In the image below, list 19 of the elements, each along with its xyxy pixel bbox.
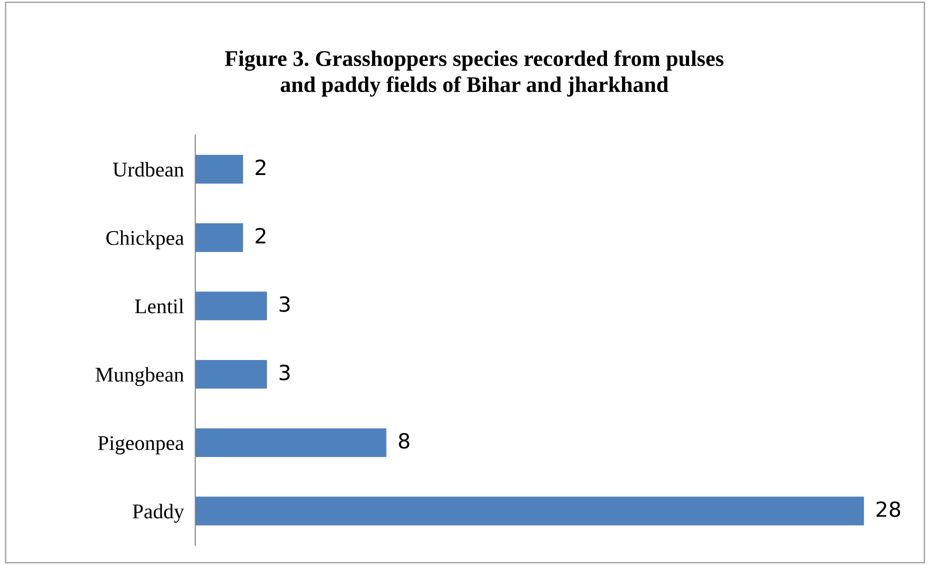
data-label: 8 — [398, 432, 410, 449]
bar — [195, 154, 244, 184]
bar — [195, 496, 864, 526]
data-label: 28 — [876, 501, 900, 518]
data-label: 2 — [256, 228, 266, 244]
y-tick-label: Mungbean — [96, 367, 184, 386]
y-tick-label: Pigeonpea — [98, 436, 184, 454]
chart-title: Figure 3. Grasshoppers species recorded from pulses and paddy fields of Bihar and jharkhand — [224, 50, 724, 97]
data-label: 3 — [280, 364, 290, 380]
y-tick-label: Paddy — [132, 504, 184, 523]
data-label: 3 — [280, 296, 290, 312]
bar — [195, 223, 244, 252]
data-label: 2 — [256, 160, 266, 175]
bar — [195, 292, 267, 320]
bar — [195, 360, 267, 389]
y-tick-label: Chickpea — [106, 230, 184, 250]
y-tick-label: Lentil — [135, 298, 184, 314]
bar — [195, 428, 386, 458]
y-tick-label: Urdbean — [112, 162, 184, 177]
